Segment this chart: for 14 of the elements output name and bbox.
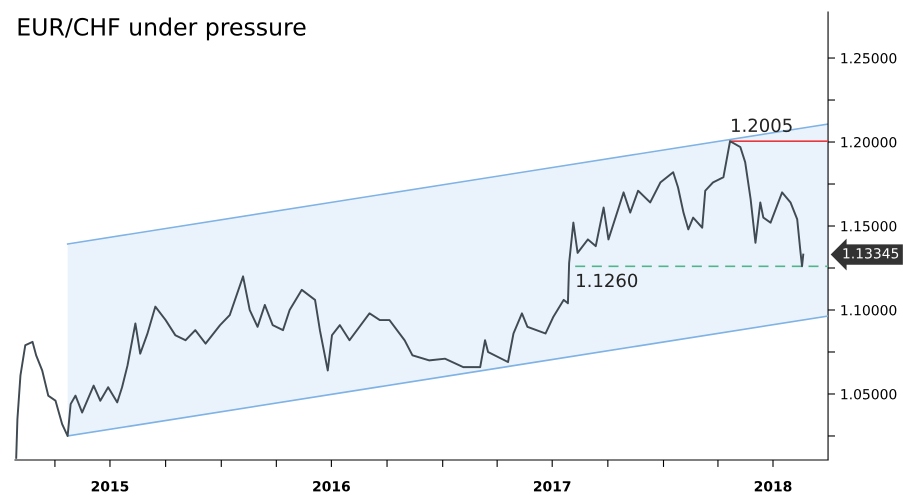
x-tick-label: 2017 [534,481,570,492]
x-tick-label: 2015 [92,481,128,492]
x-tick-label: 2016 [313,481,350,492]
y-tick-label: 1.15000 [841,220,896,232]
annotation: 1.2005 [732,118,792,132]
chart-title: EUR/CHF under pressure [18,18,306,40]
annotation: 1.1260 [577,274,638,288]
y-tick-label: 1.10000 [841,304,896,316]
y-tick-label: 1.05000 [841,388,896,400]
line-series [15,140,804,459]
y-tick-label: 1.20000 [841,136,896,148]
y-tick-label: 1.25000 [841,52,896,64]
x-tick-label: 2018 [754,481,792,492]
text: 1.13345 [843,248,898,259]
